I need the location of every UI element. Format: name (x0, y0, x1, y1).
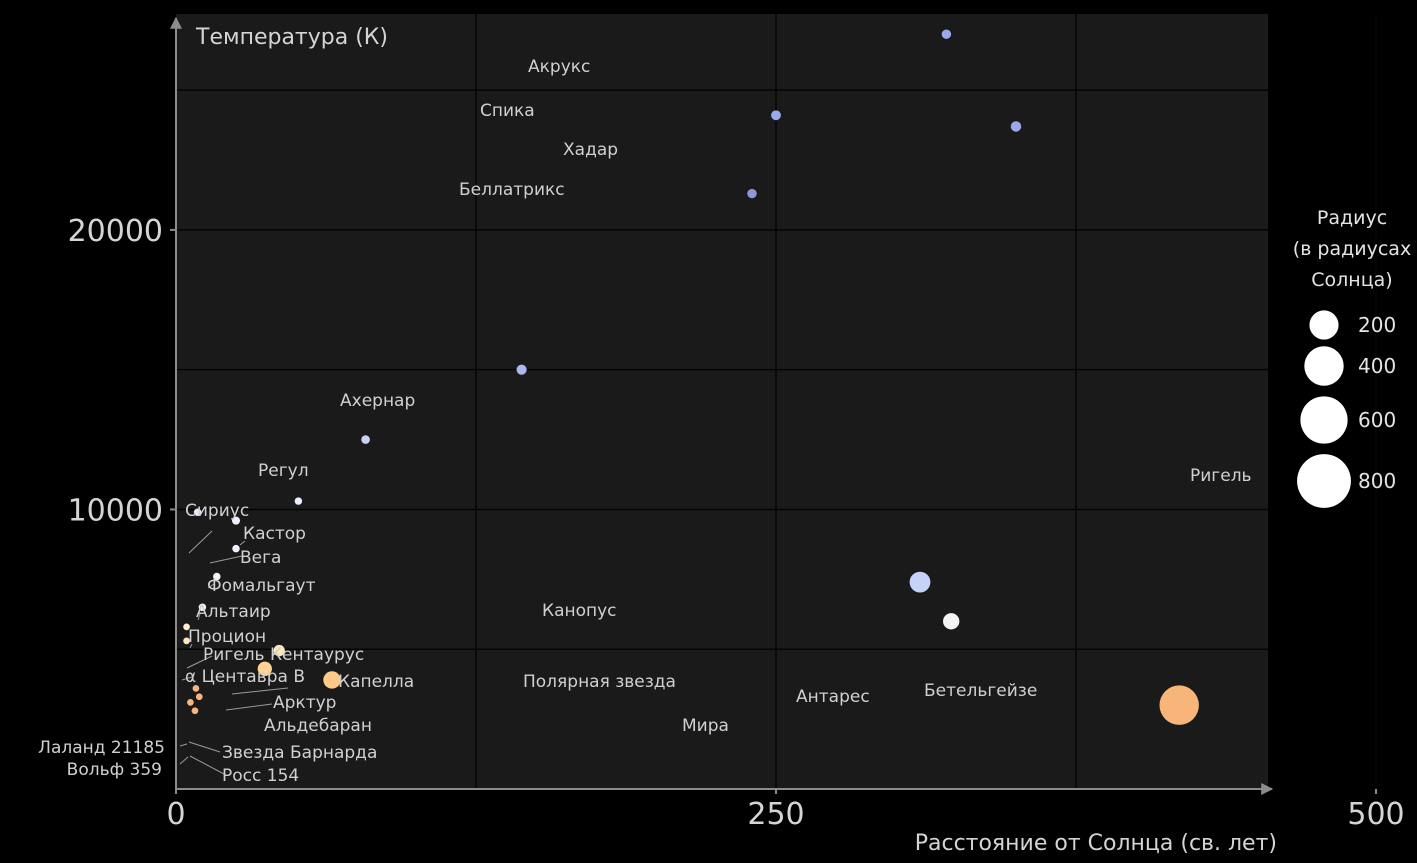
grid-lines (176, 14, 1377, 789)
label-connector (188, 530, 213, 554)
legend-title-line: Солнца) (1311, 269, 1392, 291)
data-label: Бетельгейзе (924, 681, 1037, 701)
data-point (909, 571, 931, 593)
legend-circle (1300, 396, 1348, 444)
legend-circle (1297, 454, 1351, 508)
label-connector (179, 743, 188, 747)
data-point (941, 29, 952, 39)
data-label: Антарес (796, 687, 870, 707)
y-tick-label: 20000 (68, 214, 163, 249)
data-point (943, 613, 960, 630)
label-connector (186, 655, 213, 669)
data-label: Полярная звезда (523, 672, 676, 692)
label-connector (188, 741, 221, 753)
label-connector (181, 676, 193, 681)
data-point (195, 693, 203, 701)
data-label: Сириус (185, 501, 249, 521)
label-connector (179, 756, 189, 765)
data-points (183, 29, 1199, 725)
label-connector (225, 703, 273, 711)
data-point (747, 188, 757, 199)
label-connector (239, 540, 246, 546)
data-point (187, 698, 194, 706)
data-point (213, 572, 221, 581)
data-point (294, 497, 303, 505)
label-connector (231, 687, 289, 695)
data-label: Росс 154 (222, 766, 299, 786)
data-label: Хадар (563, 140, 618, 160)
legend-label: 600 (1358, 408, 1396, 432)
data-point (191, 707, 199, 715)
plot-area (176, 14, 1268, 789)
data-point (257, 661, 272, 676)
data-label: Акрукс (528, 57, 590, 77)
data-labels: Акрукс Спика Хадар Беллатрикс Ахернар Регул Ри… (38, 57, 1251, 786)
data-label: α Центавра В (185, 667, 305, 687)
label-connector (207, 583, 215, 589)
y-ticks: 10000 20000 (68, 214, 176, 528)
data-label: Лаланд 21185 (38, 738, 165, 758)
data-label: Процион (188, 627, 266, 647)
legend-label: 400 (1358, 354, 1396, 378)
legend-circle (1309, 310, 1339, 340)
data-label: Фомальгаут (207, 576, 316, 596)
data-point (183, 637, 190, 645)
data-point (516, 364, 527, 375)
data-label: Капелла (338, 672, 414, 692)
label-connector (209, 555, 243, 564)
label-connector (197, 613, 201, 621)
data-point (323, 671, 341, 689)
legend-title-line: Радиус (1317, 207, 1387, 229)
y-tick-label: 10000 (68, 493, 163, 528)
legend-label: 800 (1358, 469, 1396, 493)
data-label: Вега (240, 548, 281, 568)
x-tick-label: 250 (747, 797, 804, 832)
data-label: Ригель (1190, 466, 1252, 486)
data-label: Мира (682, 716, 729, 736)
label-connector (189, 755, 225, 775)
legend-label: 200 (1358, 313, 1396, 337)
label-connector (189, 643, 193, 649)
data-point (193, 508, 202, 516)
data-label: Ригель Кентаурус (203, 645, 364, 665)
data-label: Альтаир (196, 602, 271, 622)
x-tick-label: 0 (166, 797, 185, 832)
data-label: Звезда Барнарда (222, 743, 377, 763)
data-label: Кастор (243, 524, 306, 544)
data-label: Беллатрикс (459, 180, 565, 200)
data-label: Регул (258, 461, 309, 481)
data-point (198, 603, 207, 612)
y-axis-title: Температура (К) (195, 25, 388, 50)
data-point (192, 685, 200, 692)
data-label: Вольф 359 (67, 760, 162, 780)
data-label: Ахернар (340, 391, 415, 411)
x-tick-label: 500 (1347, 797, 1404, 832)
data-point (1159, 685, 1199, 725)
data-point (231, 516, 241, 525)
data-point (232, 544, 240, 553)
legend-circle (1304, 346, 1344, 386)
x-ticks: 0250500750 (166, 789, 1405, 832)
axes (170, 16, 1274, 795)
data-label: Арктур (273, 693, 336, 713)
data-label: Альдебаран (264, 716, 372, 736)
data-point (771, 110, 781, 121)
x-axis-title: Расстояние от Солнца (св. лет) (915, 831, 1277, 856)
data-point (183, 623, 190, 631)
data-label: Спика (480, 101, 535, 121)
label-connectors (179, 530, 289, 775)
data-point (361, 435, 370, 444)
data-point (1010, 121, 1022, 132)
data-point (273, 644, 285, 657)
data-label: Канопус (542, 601, 617, 621)
legend-title-line: (в радиусах (1293, 238, 1411, 260)
size-legend: Радиус (в радиусах Солнца) 200 400 600 800 (1293, 207, 1411, 508)
